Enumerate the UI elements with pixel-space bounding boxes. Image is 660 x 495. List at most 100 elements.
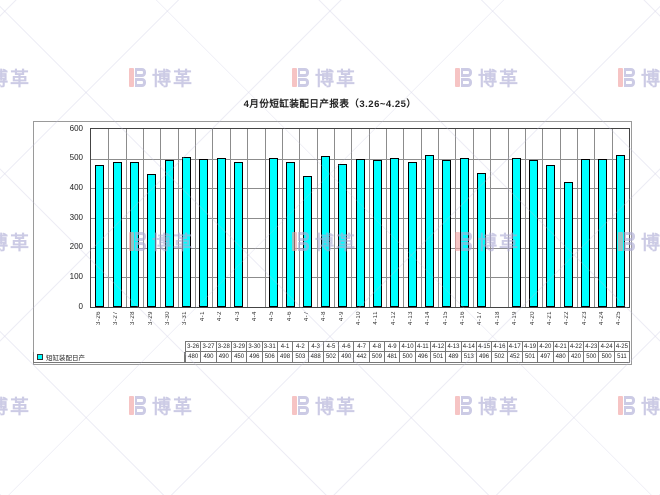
table-value-4-6: 490 [339, 352, 355, 363]
watermark-text: 博革 [315, 69, 358, 90]
y-tick-500: 500 [69, 153, 83, 163]
watermark-text: 博革 [152, 397, 195, 418]
x-tick-label: 4-24 [598, 311, 605, 326]
gridline-x [143, 129, 145, 307]
x-tick-label: 3-31 [182, 311, 189, 326]
boge-logo-icon [129, 68, 146, 87]
plot-area [90, 128, 630, 308]
bar-4-20 [529, 159, 539, 307]
x-tick-label: 4-20 [529, 311, 536, 326]
table-value-4-5: 502 [323, 352, 340, 363]
table-value-4-7: 442 [354, 352, 370, 363]
bar-3-28 [129, 161, 139, 307]
gridline-x [611, 129, 613, 307]
x-tick-label: 4-2 [217, 311, 224, 322]
x-tick-label: 4-22 [564, 311, 571, 326]
data-table: 3-26 3-27 3-28 3-29 3-30 3-31 4-1 4-2 4-3 4-5 4-6 4… [33, 341, 631, 363]
table-value-3-31: 506 [262, 352, 278, 363]
x-tick-label: 4-3 [234, 311, 241, 322]
table-date-4-15: 4-15 [476, 341, 493, 352]
watermark-text: 博革 [0, 233, 32, 254]
x-tick-3-31: 3-31 [177, 311, 194, 339]
table-date-4-14: 4-14 [461, 341, 477, 352]
gridline-x [316, 129, 318, 307]
chart-title: 4月份短缸装配日产报表（3.26~4.25） [243, 99, 417, 110]
table-value-4-25: 511 [614, 352, 631, 363]
x-tick-4-1: 4-1 [194, 311, 211, 339]
gridline-x [524, 129, 526, 307]
watermark-logo: 博革 [0, 228, 31, 255]
boge-logo-icon [618, 396, 635, 415]
boge-logo-icon [455, 396, 472, 415]
watermark-logo: 博革 [0, 392, 31, 419]
y-tick-200: 200 [69, 242, 83, 252]
gridline-x [264, 129, 266, 307]
watermark-logo: 博革 [129, 64, 194, 91]
table-date-cells: 3-26 3-27 3-28 3-29 3-30 3-31 4-1 4-2 4-3 4-5 4-6 4… [185, 341, 631, 352]
x-tick-4-5: 4-5 [264, 311, 281, 339]
x-tick-4-20: 4-20 [524, 311, 541, 339]
bar-4-19 [511, 158, 521, 307]
bar-4-23 [581, 158, 591, 307]
bar-4-6 [286, 161, 296, 307]
x-tick-label: 4-21 [546, 311, 553, 326]
y-tick-300: 300 [69, 212, 83, 222]
gridline-x [472, 129, 474, 307]
x-tick-label: 4-6 [286, 311, 293, 322]
bar-4-5 [268, 158, 278, 307]
gridline-x [455, 129, 457, 307]
table-value-3-30: 496 [247, 352, 263, 363]
x-tick-label: 4-4 [251, 311, 258, 322]
gridline-x [108, 129, 110, 307]
bar-4-12 [390, 158, 400, 307]
x-tick-label: 4-10 [355, 311, 362, 326]
table-value-row: 短缸装配日产 480 490 490 450 496 506 498 503 488 502 490… [33, 352, 631, 363]
bar-4-7 [303, 175, 313, 307]
gridline-x [160, 129, 162, 307]
bar-4-8 [320, 156, 330, 307]
bar-4-10 [355, 158, 365, 307]
table-value-4-9: 481 [385, 352, 401, 363]
table-date-3-31: 3-31 [262, 341, 278, 352]
x-tick-4-6: 4-6 [281, 311, 298, 339]
x-tick-3-28: 3-28 [125, 311, 142, 339]
x-tick-label: 3-27 [113, 311, 120, 326]
bar-4-1 [199, 159, 209, 307]
x-tick-label: 4-18 [494, 311, 501, 326]
x-tick-label: 4-11 [373, 311, 380, 325]
table-date-4-3: 4-3 [308, 341, 324, 352]
gridline-x [368, 129, 370, 307]
watermark-text: 博革 [0, 69, 32, 90]
table-date-4-17: 4-17 [507, 341, 523, 352]
bar-3-31 [181, 156, 191, 307]
x-tick-4-19: 4-19 [507, 311, 524, 339]
x-tick-label: 4-25 [616, 311, 623, 326]
boge-logo-icon [455, 68, 472, 87]
gridline-x [125, 129, 127, 307]
boge-logo-icon [129, 396, 146, 415]
gridline-x [403, 129, 405, 307]
table-date-4-21: 4-21 [553, 341, 569, 352]
watermark-logo: 博革 [455, 64, 520, 91]
x-tick-label: 3-29 [147, 311, 154, 326]
table-date-3-30: 3-30 [247, 341, 263, 352]
x-tick-4-23: 4-23 [576, 311, 593, 339]
gridline-x [594, 129, 596, 307]
x-tick-label: 4-17 [477, 311, 484, 326]
x-tick-3-30: 3-30 [159, 311, 176, 339]
x-tick-4-18: 4-18 [489, 311, 506, 339]
table-header-row: 3-26 3-27 3-28 3-29 3-30 3-31 4-1 4-2 4-3 4-5 4-6 4… [33, 341, 631, 352]
table-value-4-14: 513 [461, 352, 477, 363]
watermark-text: 博革 [478, 397, 521, 418]
x-tick-label: 4-15 [442, 311, 449, 326]
x-tick-label: 3-28 [130, 311, 137, 326]
table-value-4-12: 501 [431, 352, 447, 363]
watermark-logo: 博革 [618, 392, 660, 419]
gridline-x [229, 129, 231, 307]
x-tick-label: 4-7 [303, 311, 310, 322]
x-tick-4-8: 4-8 [316, 311, 333, 339]
x-tick-label: 4-16 [460, 311, 467, 326]
table-value-4-22: 420 [568, 352, 585, 363]
watermark-text: 博革 [478, 69, 521, 90]
x-tick-label: 3-26 [95, 311, 102, 326]
